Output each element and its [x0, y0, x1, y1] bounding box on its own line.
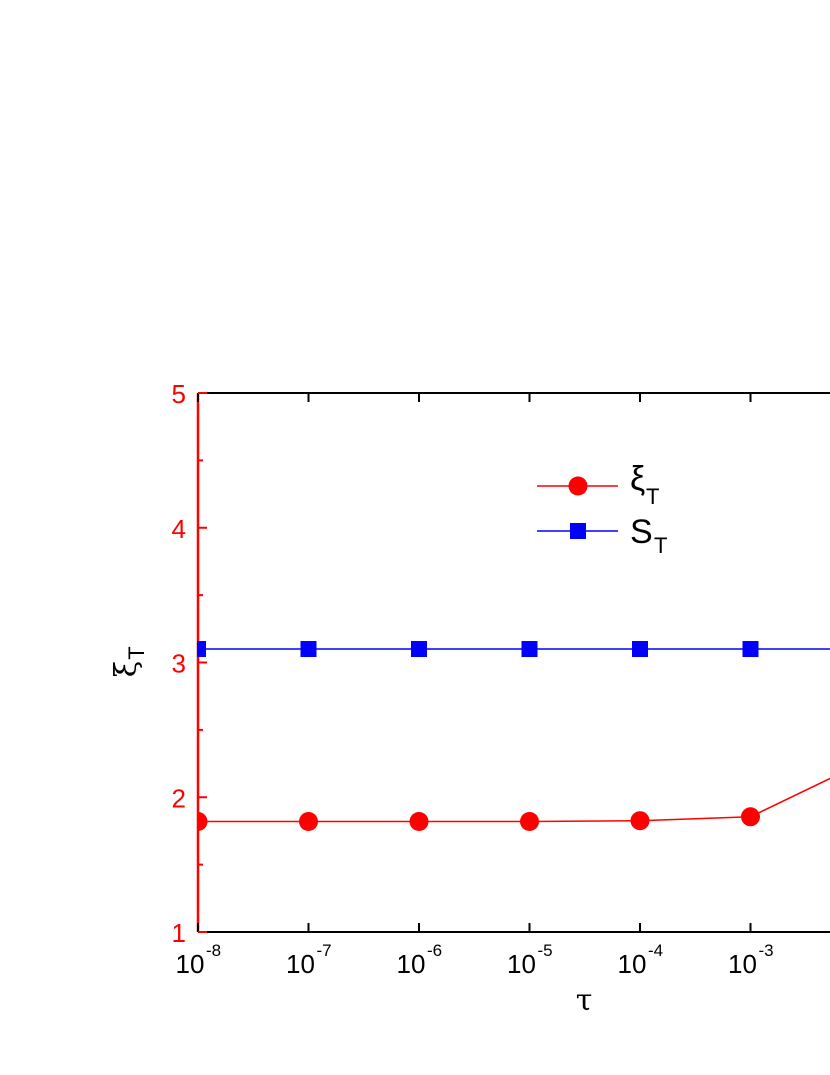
x-tick-label-exponent: -4	[648, 941, 663, 960]
y-tick-label: 3	[172, 649, 186, 679]
x-axis-title: τ	[576, 983, 593, 1018]
x-tick-label: 10 -4	[618, 941, 664, 979]
series-1-point	[520, 812, 539, 832]
y-tick-label: 4	[172, 514, 186, 544]
series-2-point	[197, 641, 206, 658]
x-tick-label: 10 -7	[286, 941, 332, 979]
series-1-point	[197, 812, 208, 832]
x-tick-label-exponent: -7	[317, 941, 332, 960]
x-tick-label-exponent: -3	[759, 941, 774, 960]
x-tick-label-base: 10	[397, 949, 426, 979]
series-2-point	[411, 641, 427, 658]
series-2-point	[300, 641, 317, 658]
x-tick-label-base: 10	[728, 949, 757, 979]
series-2-point	[521, 641, 538, 658]
x-tick-label: 10 -8	[176, 941, 222, 979]
y-axis-title-main: ξ	[109, 661, 144, 678]
series-1-point	[299, 812, 318, 832]
legend-label-subscript: T	[646, 484, 659, 509]
legend: ξ TS T	[537, 460, 667, 558]
legend-marker	[570, 523, 586, 539]
series-line-1	[198, 777, 830, 823]
x-tick-label-exponent: -6	[427, 941, 442, 960]
legend-label: S	[630, 513, 653, 551]
series-2-point	[742, 641, 759, 658]
x-tick-label-base: 10	[507, 949, 536, 979]
x-tick-label-exponent: -5	[538, 941, 553, 960]
y-axis-title-subscript: T	[124, 646, 149, 659]
legend-label: ξ	[630, 460, 645, 498]
x-tick-label-base: 10	[618, 949, 647, 979]
y-tick-label: 5	[172, 379, 186, 409]
legend-label-subscript: T	[654, 533, 667, 558]
y-tick-label: 1	[172, 918, 186, 948]
x-tick-label: 10 -6	[397, 941, 443, 979]
x-tick-label-exponent: -8	[206, 941, 221, 960]
y-axis-title: ξ T	[109, 646, 149, 677]
x-tick-label: 10 -5	[507, 941, 553, 979]
series-1-point	[409, 812, 429, 832]
x-tick-label-base: 10	[286, 949, 315, 979]
series-1-point	[741, 807, 760, 827]
y-tick-label: 2	[172, 783, 186, 813]
x-tick-label-base: 10	[176, 949, 205, 979]
legend-marker	[568, 476, 588, 496]
series-2-point	[632, 641, 648, 658]
series-1-point	[630, 811, 650, 831]
x-tick-label: 10 -3	[728, 941, 774, 979]
